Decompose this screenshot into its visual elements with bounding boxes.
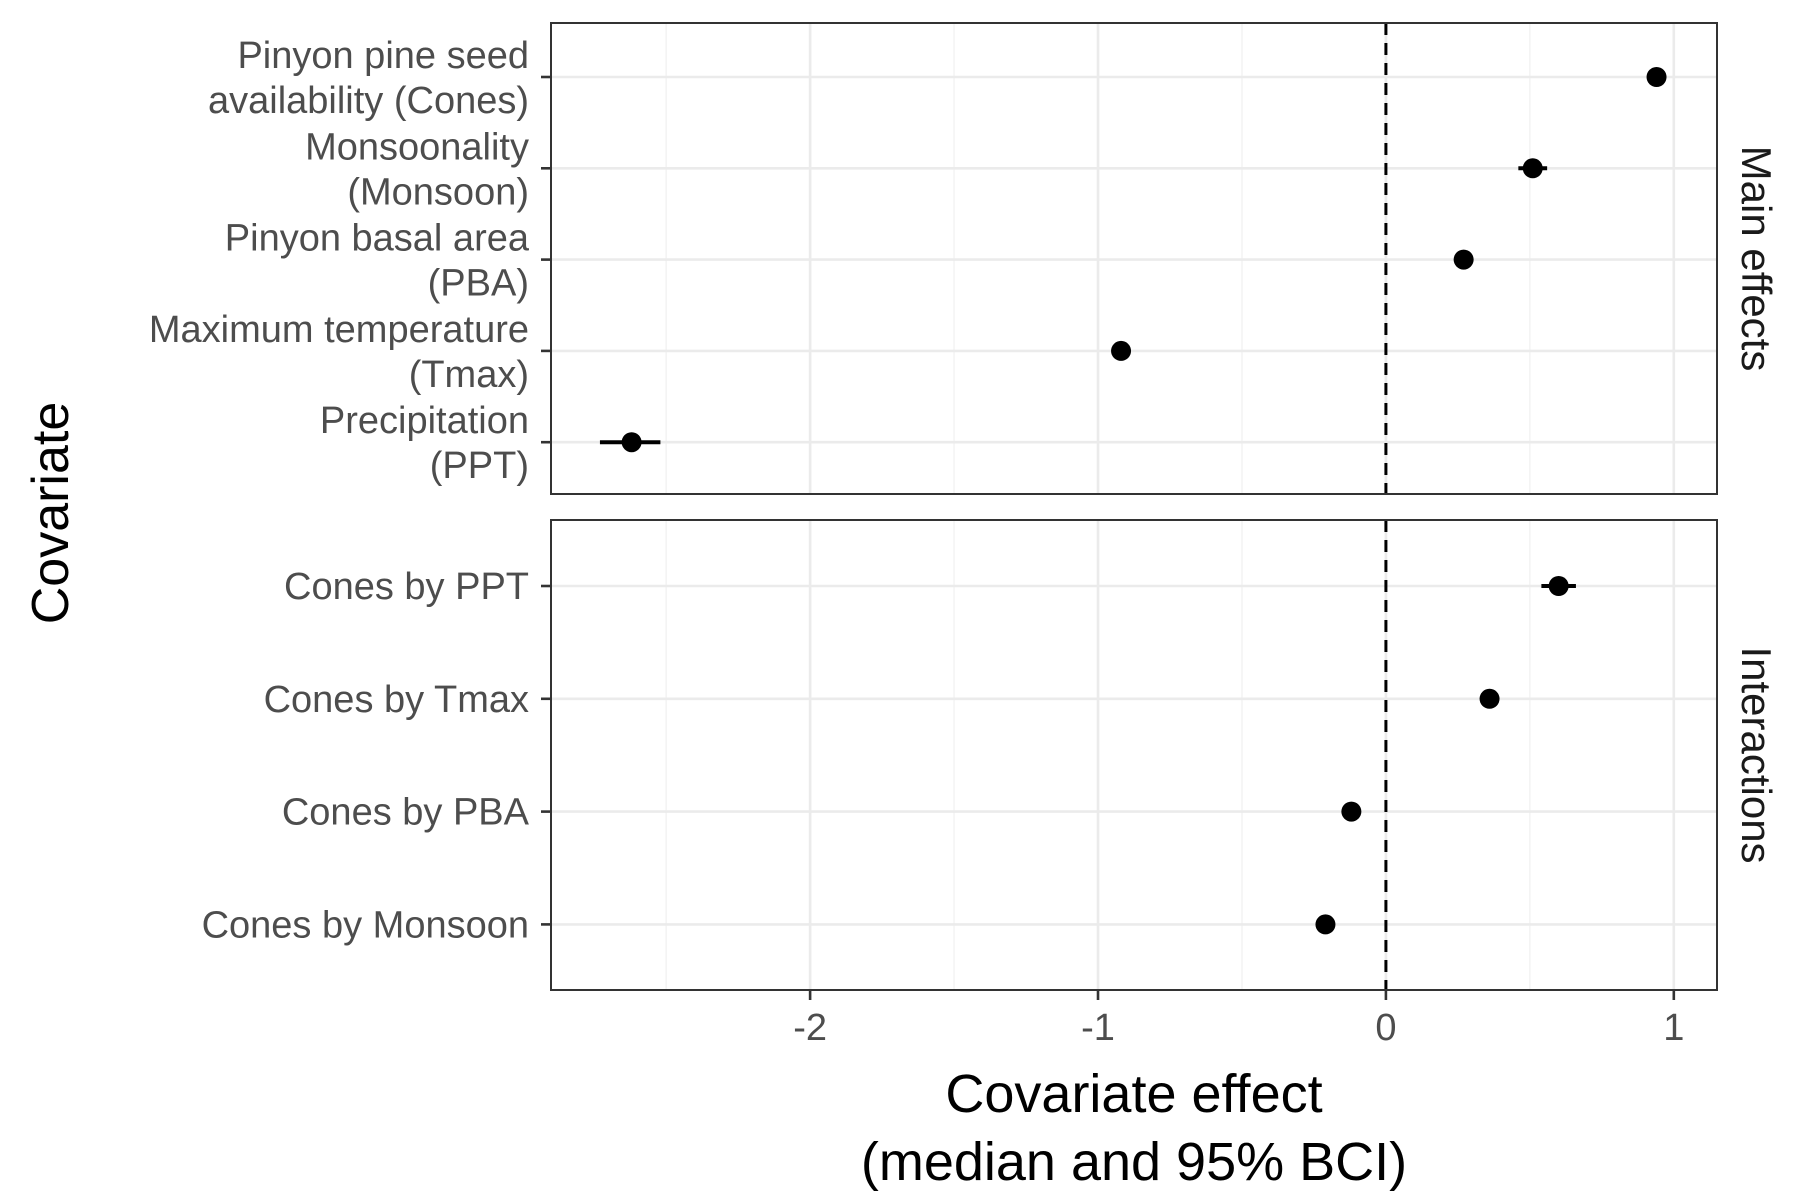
panel-background xyxy=(551,520,1717,990)
y-tick-label-line: Cones by PBA xyxy=(282,792,530,834)
x-axis: -2 -1 0 1 xyxy=(793,990,1684,1049)
y-tick-label-line: Cones by PPT xyxy=(284,566,529,608)
facet-panel: Pinyon pine seed availability (Cones)Mons… xyxy=(149,22,1780,495)
y-tick-label: Maximum temperature (Tmax) xyxy=(149,309,529,396)
y-tick-label-line: Monsoonality xyxy=(305,126,529,168)
y-tick-label-line: (PPT) xyxy=(430,445,529,487)
facet-strip-label: Interactions xyxy=(1733,646,1780,863)
y-tick-label-line: availability (Cones) xyxy=(208,80,529,122)
y-tick-label-line: Cones by Monsoon xyxy=(202,904,529,946)
y-tick-label: Cones by Tmax xyxy=(264,679,529,721)
y-tick-label: Precipitation (PPT) xyxy=(320,400,529,487)
y-tick-label-line: (Tmax) xyxy=(409,354,529,396)
median-point xyxy=(1315,914,1336,935)
x-axis-title-line: Covariate effect xyxy=(945,1064,1322,1124)
y-tick-label-line: Pinyon basal area xyxy=(225,218,530,260)
median-point xyxy=(621,432,642,453)
y-axis-title: Covariate xyxy=(22,402,80,625)
median-point xyxy=(1522,158,1543,179)
facet-strip-label: Main effects xyxy=(1733,146,1780,372)
median-point xyxy=(1479,688,1500,709)
x-tick-label: 1 xyxy=(1663,1007,1684,1049)
y-tick-label-line: Precipitation xyxy=(320,400,529,442)
y-tick-label-line: Maximum temperature xyxy=(149,309,529,351)
x-axis-title-line: (median and 95% BCI) xyxy=(861,1132,1407,1192)
y-tick-label-line: Pinyon pine seed xyxy=(237,35,529,77)
y-tick-label-line: (Monsoon) xyxy=(347,171,529,213)
panel-border xyxy=(550,519,1718,991)
x-axis-title: Covariate effect (median and 95% BCI) xyxy=(861,1064,1407,1192)
median-point xyxy=(1548,576,1569,596)
x-tick-label: 0 xyxy=(1375,1007,1396,1049)
median-point xyxy=(1341,801,1362,822)
y-tick-label-line: Cones by Tmax xyxy=(264,679,529,721)
y-tick-label: Monsoonality (Monsoon) xyxy=(305,126,529,213)
facet-panels: Pinyon pine seed availability (Cones)Mons… xyxy=(149,22,1780,991)
median-point xyxy=(1111,340,1132,361)
median-point xyxy=(1453,249,1474,270)
facet-panel: Cones by PPT Cones by Tmax Cones by PBA Con… xyxy=(202,519,1780,991)
y-tick-label-line: (PBA) xyxy=(428,263,529,305)
x-tick-label: -1 xyxy=(1081,1007,1115,1049)
x-tick-label: -2 xyxy=(793,1007,827,1049)
y-tick-label: Cones by PBA xyxy=(282,792,530,834)
panel-border xyxy=(550,22,1718,495)
y-tick-label: Pinyon pine seed availability (Cones) xyxy=(208,35,529,122)
y-tick-label: Cones by PPT xyxy=(284,566,529,608)
y-tick-label: Cones by Monsoon xyxy=(202,904,529,946)
y-tick-label: Pinyon basal area (PBA) xyxy=(225,218,530,305)
median-point xyxy=(1646,67,1667,87)
